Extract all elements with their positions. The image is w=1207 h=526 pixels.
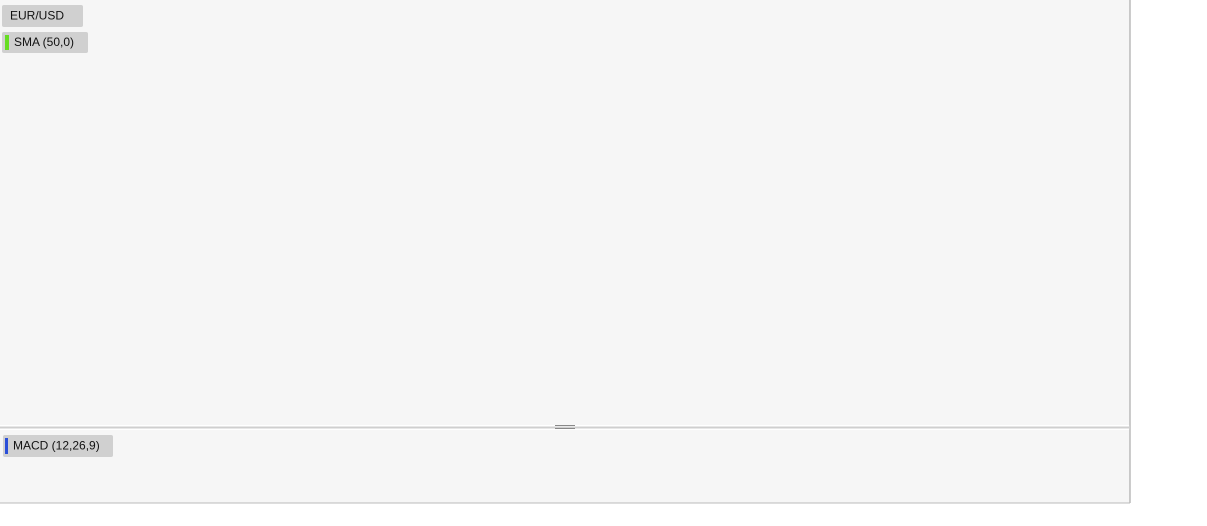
sma-legend: SMA (50,0) [14,35,74,49]
symbol-legend: EUR/USD [10,9,64,23]
symbol-legend-box[interactable] [2,5,83,27]
main-panel-bg [0,0,1130,425]
sma-legend-swatch [5,35,9,50]
overlay-layer: EUR/USD SMA (50,0) MACD (12,26,9) [2,5,113,457]
macd-legend-box[interactable] [3,435,113,457]
sma-legend-box[interactable] [2,32,88,53]
macd-legend: MACD (12,26,9) [13,439,100,453]
macd-legend-swatch [5,438,8,454]
macd-panel-bg [0,430,1130,503]
